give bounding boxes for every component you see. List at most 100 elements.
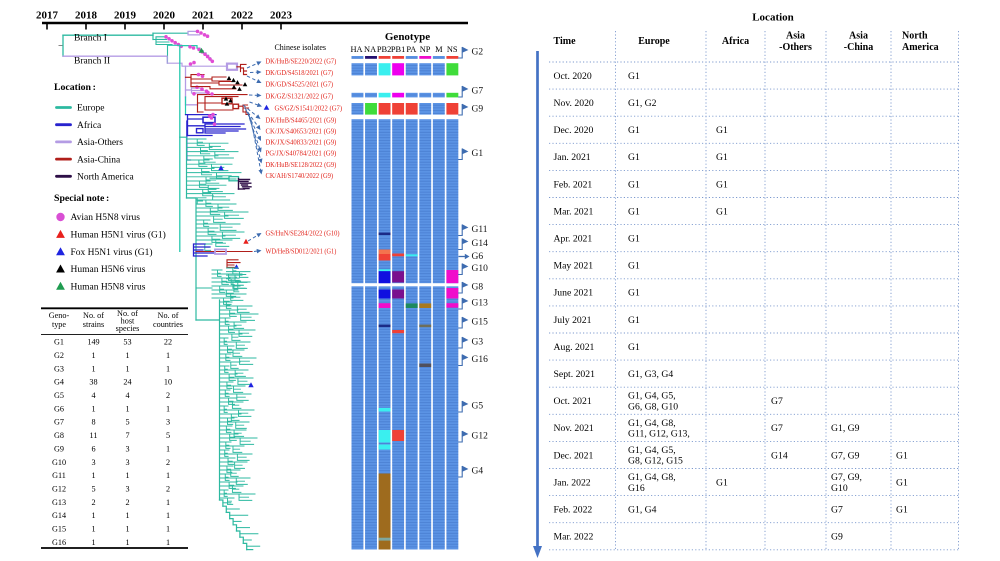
svg-text:1: 1 [91, 364, 95, 373]
svg-text:Branch I: Branch I [74, 34, 107, 44]
svg-text:2: 2 [166, 484, 170, 493]
svg-text:G7: G7 [472, 86, 484, 96]
svg-text:38: 38 [89, 378, 97, 387]
svg-text:G3: G3 [54, 364, 64, 373]
svg-text:Europe: Europe [638, 36, 670, 47]
svg-text:1: 1 [125, 538, 129, 547]
svg-text:G1: G1 [716, 125, 728, 136]
svg-text:Asia-China: Asia-China [77, 155, 121, 165]
svg-text:1: 1 [166, 404, 170, 413]
svg-text:G8: G8 [472, 282, 484, 292]
svg-text:CK/AH/S1740/2022 (G9): CK/AH/S1740/2022 (G9) [266, 171, 334, 180]
svg-text:1: 1 [125, 525, 129, 534]
svg-text:type: type [52, 320, 66, 329]
svg-text:PB1: PB1 [391, 45, 405, 54]
svg-text:G4: G4 [54, 378, 64, 387]
svg-text:G5: G5 [472, 401, 484, 411]
svg-text:G14: G14 [771, 450, 788, 461]
svg-text:G10: G10 [52, 458, 66, 467]
svg-text:G7, G9,: G7, G9, [831, 472, 862, 483]
svg-text:Nov. 2020: Nov. 2020 [554, 98, 594, 109]
svg-text:Genotype: Genotype [385, 31, 430, 43]
svg-text:Jan. 2021: Jan. 2021 [554, 152, 591, 163]
svg-text:1: 1 [91, 525, 95, 534]
svg-text:NP: NP [420, 45, 431, 54]
svg-text:CK/JX/S40653/2021 (G9): CK/JX/S40653/2021 (G9) [266, 126, 337, 135]
svg-text:Aug. 2021: Aug. 2021 [554, 342, 595, 353]
svg-text:G13: G13 [472, 298, 489, 308]
svg-text:1: 1 [166, 444, 170, 453]
svg-text:G1: G1 [628, 125, 640, 136]
svg-text:2: 2 [166, 458, 170, 467]
svg-text:Sept. 2021: Sept. 2021 [554, 369, 596, 380]
svg-text:2019: 2019 [114, 10, 137, 22]
svg-text:5: 5 [91, 484, 95, 493]
svg-text:G9: G9 [831, 532, 843, 543]
svg-text:G1: G1 [716, 477, 728, 488]
svg-text:G1: G1 [628, 342, 640, 353]
svg-text:G9: G9 [472, 104, 484, 114]
svg-text:1: 1 [166, 471, 170, 480]
svg-text:8: 8 [91, 418, 95, 427]
svg-text:G1, G3, G4: G1, G3, G4 [628, 369, 673, 380]
svg-text:-China: -China [844, 42, 873, 53]
svg-text:4: 4 [125, 391, 129, 400]
svg-text:Location: Location [752, 12, 794, 24]
svg-text:G12: G12 [52, 484, 66, 493]
svg-text:G6, G8, G10: G6, G8, G10 [628, 402, 678, 413]
svg-text:149: 149 [87, 338, 99, 347]
svg-text:G1: G1 [896, 505, 908, 516]
svg-text:-Others: -Others [779, 42, 812, 53]
svg-text:5: 5 [166, 431, 170, 440]
svg-text:G1: G1 [628, 152, 640, 163]
svg-text:1: 1 [166, 364, 170, 373]
svg-text:G7: G7 [771, 423, 783, 434]
svg-text:1: 1 [125, 404, 129, 413]
svg-text:Asia-Others: Asia-Others [77, 138, 123, 148]
svg-text:Chinese isolates: Chinese isolates [275, 42, 327, 52]
svg-text:G16: G16 [472, 355, 489, 365]
svg-text:22: 22 [164, 338, 172, 347]
svg-text:G1: G1 [896, 477, 908, 488]
svg-text:Europe: Europe [77, 104, 104, 114]
svg-text:3: 3 [166, 418, 170, 427]
svg-text:G1: G1 [628, 206, 640, 217]
svg-text:HA: HA [350, 45, 362, 54]
svg-text:G15: G15 [52, 525, 66, 534]
svg-text:North: North [902, 31, 928, 42]
svg-text:G7, G9: G7, G9 [831, 450, 860, 461]
svg-text:1: 1 [166, 538, 170, 547]
svg-text:G14: G14 [472, 239, 489, 249]
svg-text:2: 2 [125, 498, 129, 507]
svg-text:Human H5N8 virus: Human H5N8 virus [71, 282, 146, 292]
svg-text:G1: G1 [628, 315, 640, 326]
svg-text:G1, G4, G5,: G1, G4, G5, [628, 445, 676, 456]
svg-text:G15: G15 [472, 317, 489, 327]
svg-text:G10: G10 [831, 483, 848, 494]
svg-text:Africa: Africa [77, 120, 102, 131]
svg-text:species: species [116, 324, 140, 333]
svg-text:53: 53 [123, 338, 131, 347]
svg-text:G2: G2 [54, 351, 64, 360]
svg-text:Branch II: Branch II [74, 57, 110, 67]
svg-text:G1, G4, G8,: G1, G4, G8, [628, 418, 676, 429]
svg-text:PG/JX/S40784/2021 (G9): PG/JX/S40784/2021 (G9) [266, 148, 337, 157]
svg-text:6: 6 [91, 444, 95, 453]
svg-text:G8, G12, G15: G8, G12, G15 [628, 456, 683, 467]
svg-text:No. of: No. of [117, 309, 138, 318]
svg-text:G1: G1 [896, 450, 908, 461]
svg-text:1: 1 [91, 471, 95, 480]
svg-text:Africa: Africa [722, 36, 749, 47]
svg-text:Avian H5N8 virus: Avian H5N8 virus [71, 213, 141, 223]
svg-text:countries: countries [153, 320, 183, 329]
svg-text:Oct. 2021: Oct. 2021 [554, 396, 592, 407]
svg-text:Dec. 2021: Dec. 2021 [554, 450, 594, 461]
svg-text:Mar. 2021: Mar. 2021 [554, 206, 594, 217]
svg-text:3: 3 [125, 458, 129, 467]
svg-text:G7: G7 [771, 396, 783, 407]
svg-text:DK/GZ/S1321/2022 (G7): DK/GZ/S1321/2022 (G7) [266, 91, 334, 100]
svg-text:NA: NA [364, 45, 376, 54]
svg-text:3: 3 [125, 484, 129, 493]
svg-text:G1: G1 [716, 152, 728, 163]
svg-text:G1, G4, G8,: G1, G4, G8, [628, 472, 676, 483]
